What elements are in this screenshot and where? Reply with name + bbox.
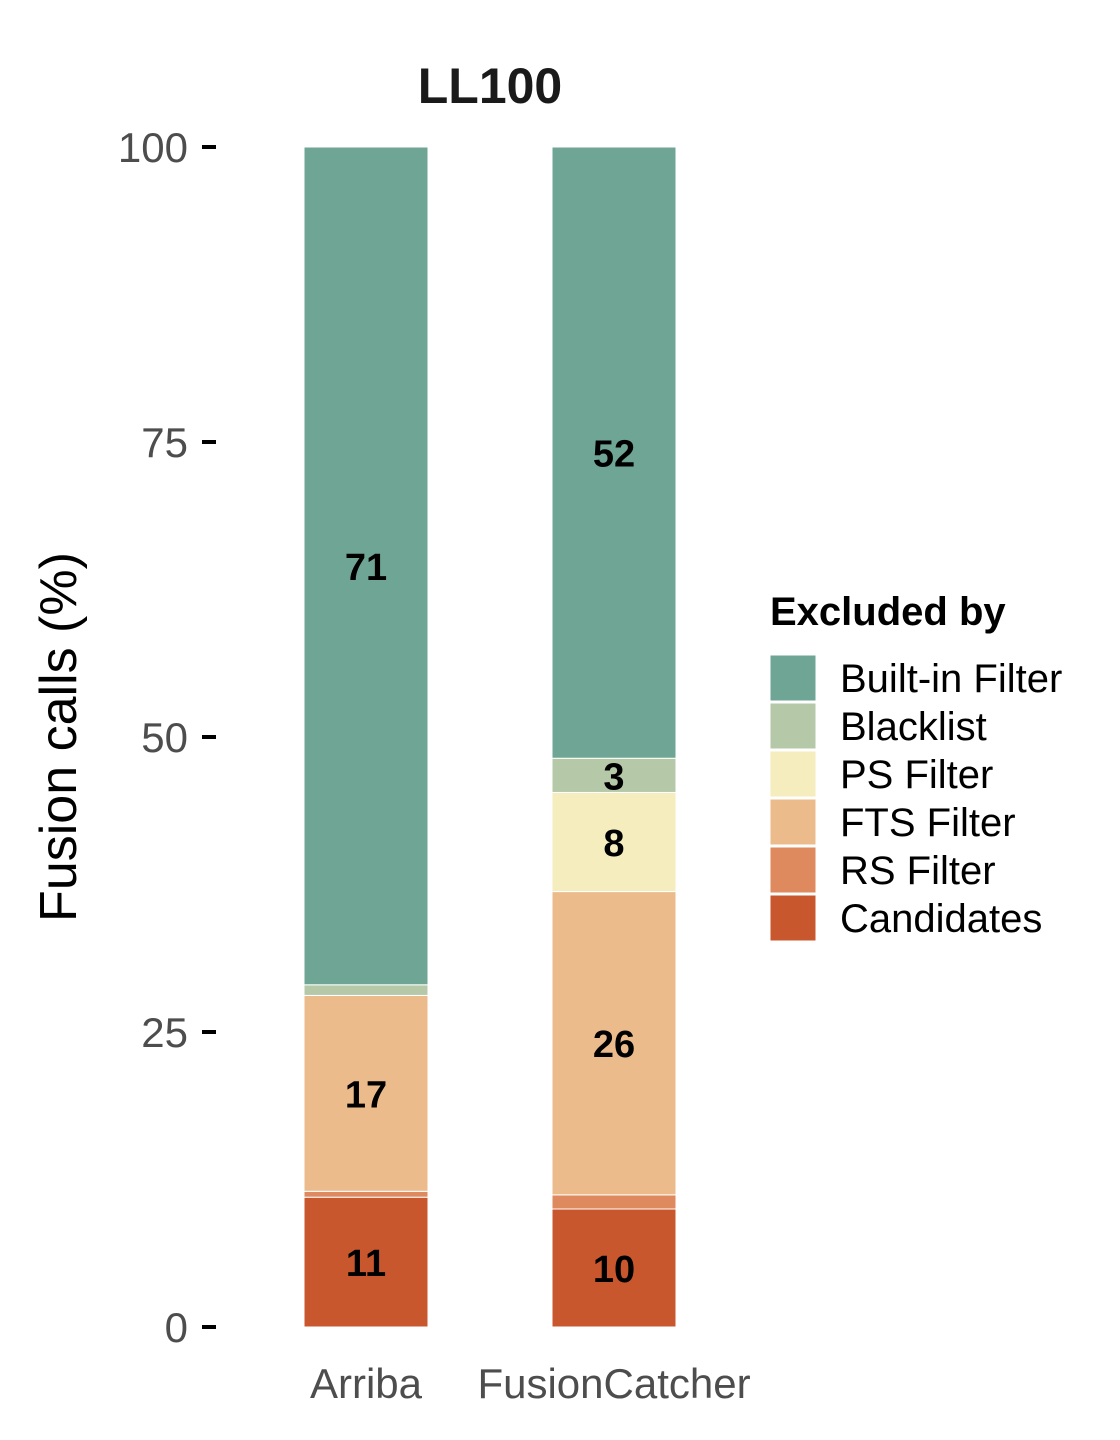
y-tick-label-75: 75 <box>141 419 188 466</box>
bar-arriba-blacklist <box>303 984 429 996</box>
x-axis: Arriba FusionCatcher <box>310 1360 751 1407</box>
y-tick-label-0: 0 <box>165 1304 188 1351</box>
bar-arriba-rs-filter <box>303 1190 429 1198</box>
bar-arriba-built-in-filter <box>303 146 429 986</box>
data-label-fusioncatcher-candidates: 10 <box>593 1249 635 1291</box>
x-tick-label-fusioncatcher: FusionCatcher <box>477 1360 750 1407</box>
bar-fusioncatcher-fts-filter <box>551 891 677 1196</box>
legend-label-built-in-filter: Built-in Filter <box>840 657 1062 701</box>
bar-fusioncatcher-blacklist <box>551 757 677 793</box>
legend-key-blacklist <box>769 702 817 750</box>
bar-arriba-candidates <box>303 1196 429 1328</box>
legend-label-blacklist: Blacklist <box>840 705 987 749</box>
bars <box>303 146 677 1328</box>
bar-fusioncatcher-built-in-filter <box>551 146 677 759</box>
y-axis: 0 25 50 75 100 <box>118 124 216 1351</box>
legend-title: Excluded by <box>770 590 1006 634</box>
legend-label-candidates: Candidates <box>840 897 1042 941</box>
data-label-arriba-candidates: 11 <box>346 1243 386 1285</box>
y-axis-label: Fusion calls (%) <box>30 552 88 922</box>
legend-key-fts-filter <box>769 798 817 846</box>
data-label-fusioncatcher-fts-filter: 26 <box>593 1024 635 1066</box>
x-tick-label-arriba: Arriba <box>310 1360 423 1407</box>
data-label-arriba-fts-filter: 17 <box>345 1074 387 1116</box>
data-label-fusioncatcher-built-in-filter: 52 <box>593 434 635 476</box>
legend-key-ps-filter <box>769 750 817 798</box>
legend-label-fts-filter: FTS Filter <box>840 801 1016 845</box>
data-labels: 11 17 71 10 26 8 3 52 <box>345 434 635 1291</box>
data-label-fusioncatcher-ps-filter: 8 <box>603 823 624 865</box>
data-label-arriba-built-in-filter: 71 <box>345 547 387 589</box>
legend-label-ps-filter: PS Filter <box>840 753 993 797</box>
bar-fusioncatcher-rs-filter <box>551 1194 677 1210</box>
legend-key-rs-filter <box>769 846 817 894</box>
y-tick-label-25: 25 <box>141 1009 188 1056</box>
legend-label-rs-filter: RS Filter <box>840 849 996 893</box>
bar-arriba-fts-filter <box>303 994 429 1192</box>
legend-key-candidates <box>769 894 817 942</box>
data-label-fusioncatcher-blacklist: 3 <box>603 756 624 798</box>
y-tick-label-50: 50 <box>141 714 188 761</box>
y-tick-label-100: 100 <box>118 124 188 171</box>
chart-title: LL100 <box>418 58 563 114</box>
legend-key-built-in-filter <box>769 654 817 702</box>
